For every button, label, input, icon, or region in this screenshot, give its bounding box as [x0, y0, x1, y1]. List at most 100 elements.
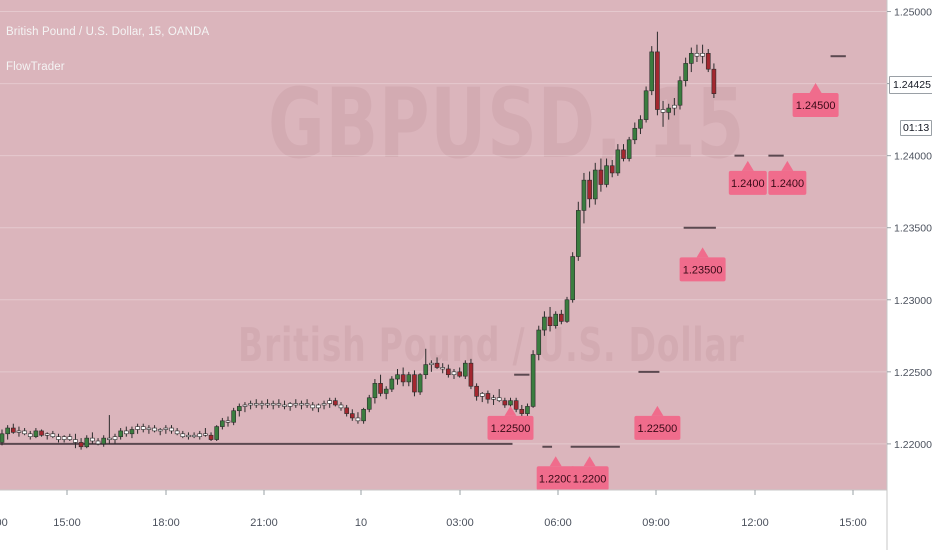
candle-body	[412, 374, 417, 393]
candle-body	[316, 404, 321, 409]
candle-body	[677, 80, 683, 106]
candle	[259, 400, 265, 410]
candle	[525, 403, 530, 417]
candle	[581, 172, 587, 224]
x-tick-label: 03:00	[446, 517, 474, 529]
candle-body	[39, 430, 44, 436]
candle-body	[519, 408, 525, 414]
candle-body	[446, 368, 451, 376]
candle	[502, 397, 508, 408]
level-label: 1.2400	[728, 160, 767, 195]
candle-body	[237, 406, 242, 412]
candle	[214, 425, 219, 441]
candle	[220, 417, 225, 430]
levels	[0, 55, 846, 448]
candle-body	[84, 437, 90, 448]
candle	[513, 397, 519, 413]
label-pointer	[583, 456, 596, 467]
candle	[248, 400, 253, 410]
candle-body	[366, 397, 372, 410]
candle	[621, 144, 626, 162]
candle-body	[56, 436, 61, 440]
candle	[491, 394, 496, 405]
candle-body	[525, 406, 530, 414]
candle-body	[242, 404, 248, 407]
label-text: 1.2200	[539, 473, 573, 485]
candle	[27, 430, 33, 440]
level-label: 1.23500	[679, 247, 726, 282]
candles	[0, 31, 717, 450]
candle	[688, 47, 694, 73]
candle-body	[598, 169, 604, 185]
candle-body	[169, 427, 174, 432]
candle-body	[491, 397, 496, 400]
candle	[547, 306, 553, 332]
candle-body	[361, 408, 366, 422]
candle	[457, 367, 462, 378]
candle	[542, 311, 547, 336]
candle	[383, 386, 389, 400]
candle	[321, 400, 327, 410]
candle-body	[33, 430, 39, 437]
y-tick-label: 1.22500	[894, 367, 932, 379]
candle-body	[11, 427, 16, 433]
candle-body	[349, 413, 355, 419]
time-axis: 12:00 15:00 18:00 21:00 10 03:00 06:00 09:00 12:…	[0, 490, 867, 529]
candle-body	[265, 403, 270, 406]
candle	[287, 402, 293, 411]
candle	[575, 201, 581, 261]
candle-body	[570, 256, 575, 301]
candle	[361, 407, 366, 424]
candle-body	[146, 427, 152, 430]
x-tick-label: 18:00	[152, 517, 180, 529]
label-pointer	[549, 456, 562, 467]
candle-body	[73, 439, 78, 443]
label-box	[679, 257, 726, 282]
candle	[5, 425, 10, 440]
candle-body	[78, 442, 84, 448]
candle	[197, 430, 203, 440]
candle	[372, 379, 378, 404]
candle	[655, 31, 660, 116]
candle	[90, 432, 95, 444]
candle	[530, 350, 536, 408]
label-pointer	[651, 405, 664, 416]
candle-body	[197, 433, 203, 437]
candle-body	[95, 440, 101, 445]
label-box	[792, 93, 839, 118]
candle-body	[124, 430, 129, 435]
candle	[140, 423, 146, 433]
plot-area[interactable]	[0, 0, 887, 490]
candle-body	[186, 434, 191, 438]
label-text: 1.2200	[573, 473, 607, 485]
candle	[299, 400, 304, 410]
candle-body	[434, 362, 440, 368]
candle	[395, 368, 400, 385]
candle	[632, 122, 638, 145]
candle	[61, 435, 67, 443]
x-tick-label: 15:00	[53, 517, 81, 529]
y-tick-label: 1.23500	[894, 223, 932, 235]
candle	[180, 430, 186, 439]
candle-body	[417, 374, 423, 393]
candle	[683, 57, 688, 87]
candle-body	[496, 397, 502, 401]
candle	[253, 399, 259, 408]
candle	[95, 438, 101, 446]
indicator-legend[interactable]: FlowTrader	[6, 61, 65, 73]
symbol-legend[interactable]: British Pound / U.S. Dollar, 15, OANDA	[6, 26, 210, 38]
candle-body	[16, 430, 22, 433]
candle-body	[174, 430, 180, 435]
candle	[270, 400, 276, 410]
candle-body	[581, 179, 587, 211]
x-tick-label: 10	[355, 517, 367, 529]
price-labels: 1.22500 1.2200 1.2200 1.22500 1.23500 1.2400 1…	[487, 83, 839, 491]
candle	[519, 404, 525, 417]
candle	[135, 423, 140, 434]
label-text: 1.24500	[796, 100, 836, 112]
candle-body	[592, 169, 598, 200]
candle	[44, 432, 50, 440]
candle-body	[276, 403, 282, 406]
